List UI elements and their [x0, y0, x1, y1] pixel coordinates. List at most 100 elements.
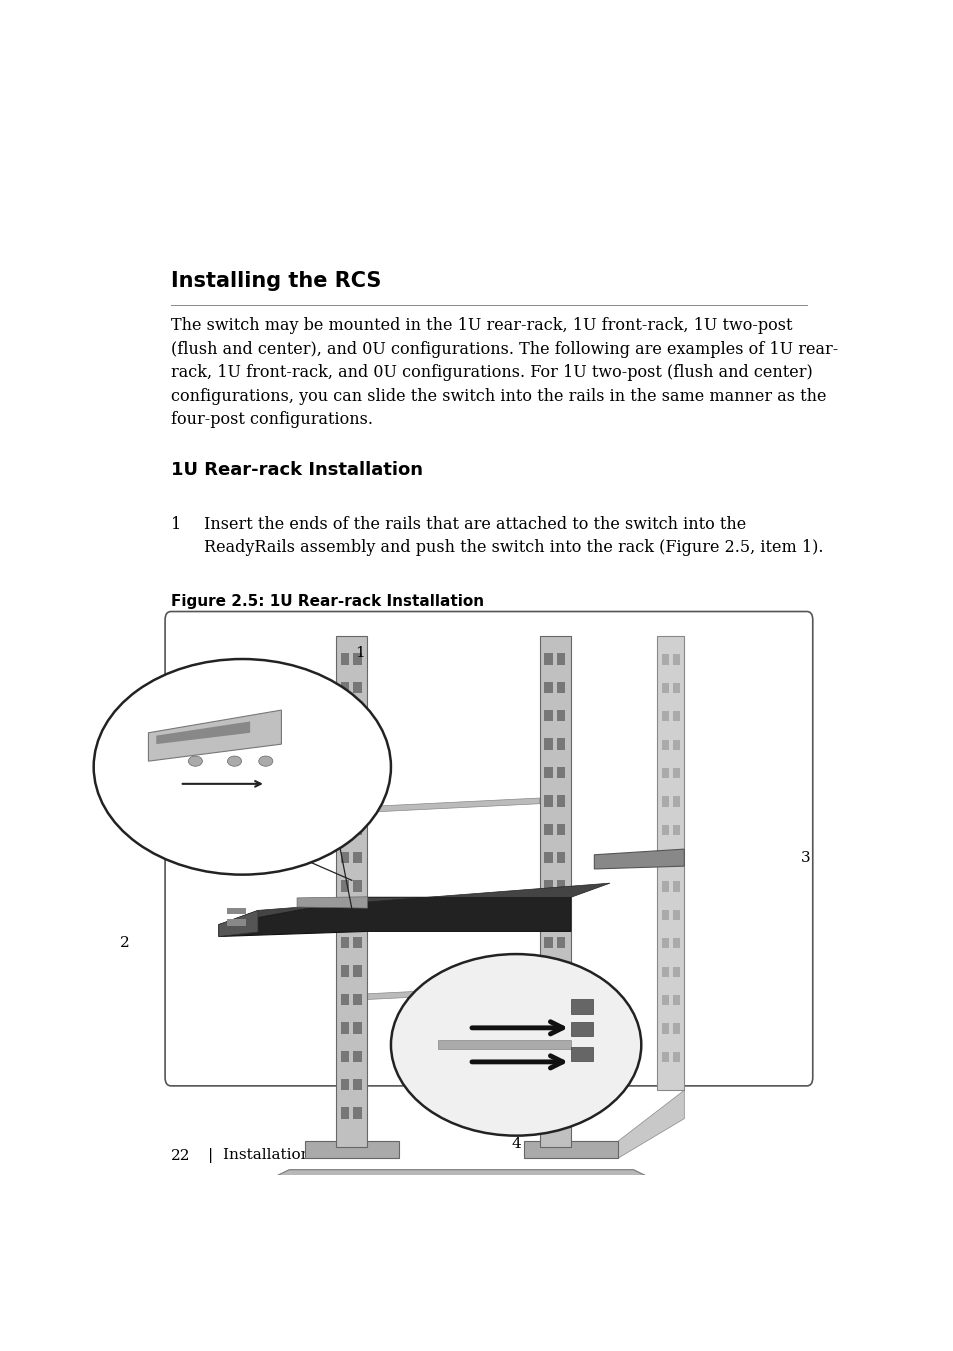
Bar — [353, 824, 361, 835]
Circle shape — [258, 757, 273, 766]
Bar — [672, 767, 679, 778]
Circle shape — [391, 954, 640, 1136]
Bar — [353, 881, 361, 892]
Text: 1: 1 — [355, 646, 364, 661]
Bar — [557, 1108, 565, 1119]
Text: Insert the ends of the rails that are attached to the switch into the
ReadyRails: Insert the ends of the rails that are at… — [204, 516, 822, 557]
Polygon shape — [618, 1090, 683, 1158]
Bar — [672, 881, 679, 892]
Bar — [340, 1079, 349, 1090]
Bar — [672, 739, 679, 750]
Bar — [340, 966, 349, 977]
Bar — [544, 881, 553, 892]
Circle shape — [188, 757, 202, 766]
Polygon shape — [218, 884, 609, 924]
Text: The switch may be mounted in the 1U rear-rack, 1U front-rack, 1U two-post
(flush: The switch may be mounted in the 1U rear… — [171, 317, 838, 428]
Bar — [672, 994, 679, 1005]
Bar — [672, 682, 679, 693]
Bar — [340, 881, 349, 892]
Bar — [544, 1051, 553, 1062]
Circle shape — [227, 757, 241, 766]
Bar — [544, 654, 553, 665]
Bar — [353, 1108, 361, 1119]
Bar — [544, 1023, 553, 1034]
Bar — [340, 796, 349, 807]
Bar — [353, 1079, 361, 1090]
Bar — [340, 711, 349, 721]
Bar — [661, 711, 669, 721]
Polygon shape — [367, 985, 539, 1000]
Bar — [661, 682, 669, 693]
Text: 3: 3 — [800, 851, 809, 865]
Bar — [570, 1047, 592, 1061]
Bar — [544, 909, 553, 920]
Bar — [661, 994, 669, 1005]
Polygon shape — [594, 848, 683, 869]
Bar — [353, 938, 361, 948]
Bar — [557, 938, 565, 948]
Bar — [544, 1108, 553, 1119]
Bar — [672, 796, 679, 807]
Bar — [340, 824, 349, 835]
Text: Figure 2.5: 1U Rear-rack Installation: Figure 2.5: 1U Rear-rack Installation — [171, 594, 483, 609]
Bar — [672, 966, 679, 977]
Bar — [544, 938, 553, 948]
Bar — [340, 909, 349, 920]
Text: 22: 22 — [171, 1148, 191, 1163]
Bar — [661, 654, 669, 665]
Bar — [353, 682, 361, 693]
Bar — [544, 767, 553, 778]
Polygon shape — [305, 1142, 398, 1158]
Bar — [557, 796, 565, 807]
Polygon shape — [242, 1170, 679, 1193]
Bar — [661, 966, 669, 977]
Bar — [544, 824, 553, 835]
Bar — [661, 767, 669, 778]
Polygon shape — [218, 897, 570, 936]
Bar — [227, 908, 246, 915]
Bar — [570, 1023, 592, 1036]
Bar — [544, 994, 553, 1005]
Bar — [340, 739, 349, 750]
Bar — [544, 711, 553, 721]
Text: 2: 2 — [120, 936, 130, 950]
Bar — [557, 1023, 565, 1034]
Polygon shape — [156, 721, 250, 744]
Bar — [557, 824, 565, 835]
Text: 1U Rear-rack Installation: 1U Rear-rack Installation — [171, 461, 422, 478]
Bar — [570, 1000, 592, 1013]
Bar — [672, 711, 679, 721]
Bar — [557, 682, 565, 693]
Bar — [661, 796, 669, 807]
Polygon shape — [539, 636, 570, 1147]
Bar — [661, 852, 669, 863]
Bar — [340, 1023, 349, 1034]
Polygon shape — [657, 636, 683, 1090]
Bar — [672, 852, 679, 863]
Bar — [340, 682, 349, 693]
Bar — [672, 824, 679, 835]
Bar — [672, 938, 679, 948]
Bar — [557, 767, 565, 778]
Text: 4: 4 — [511, 1138, 520, 1151]
Bar — [661, 909, 669, 920]
Polygon shape — [335, 636, 367, 1147]
Bar — [661, 938, 669, 948]
Bar — [557, 994, 565, 1005]
Bar — [557, 739, 565, 750]
Bar — [340, 852, 349, 863]
Bar — [340, 1108, 349, 1119]
Bar — [544, 966, 553, 977]
Bar — [353, 1051, 361, 1062]
Bar — [557, 654, 565, 665]
Bar — [557, 1051, 565, 1062]
Bar — [672, 654, 679, 665]
Polygon shape — [523, 1142, 618, 1158]
Bar — [353, 739, 361, 750]
Bar — [544, 739, 553, 750]
Text: 1: 1 — [171, 516, 181, 532]
Bar — [353, 654, 361, 665]
Bar — [340, 994, 349, 1005]
Bar — [672, 1023, 679, 1034]
Bar — [353, 852, 361, 863]
